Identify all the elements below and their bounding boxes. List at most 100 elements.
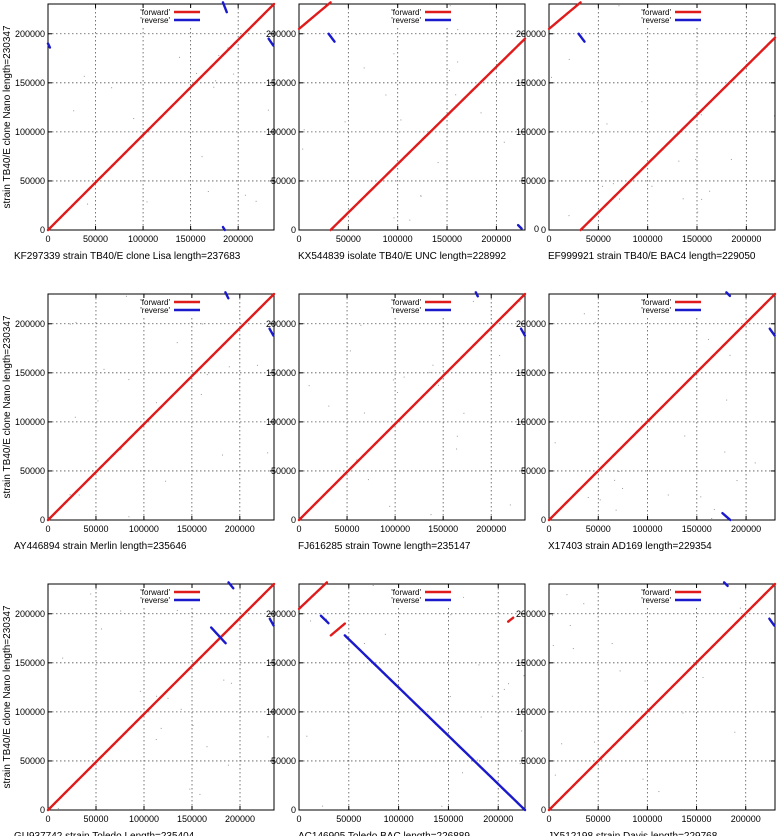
noise-dot bbox=[73, 110, 75, 112]
noise-dot bbox=[429, 372, 431, 374]
legend-label-reverse: 'reverse' bbox=[641, 596, 671, 605]
y-tick-label: 100000 bbox=[15, 707, 45, 717]
noise-dot bbox=[349, 350, 351, 352]
noise-dot bbox=[618, 471, 620, 473]
x-axis-label: KF297339 strain TB40/E clone Lisa length… bbox=[14, 251, 241, 262]
y-tick-label: 0 bbox=[541, 515, 546, 525]
noise-dot bbox=[363, 642, 365, 644]
x-tick-label: 200000 bbox=[483, 814, 513, 824]
forward-alignment-segment bbox=[506, 616, 515, 623]
plot-frame bbox=[298, 293, 526, 521]
x-tick-label: 50000 bbox=[83, 524, 108, 534]
y-tick-label: 150000 bbox=[266, 78, 296, 88]
x-tick-label: 0 bbox=[45, 814, 50, 824]
dotplot-panel: 0 50000 100000 150000 200000 0 50000 100000 1500… bbox=[14, 581, 276, 836]
noise-dot bbox=[612, 183, 614, 185]
noise-dot bbox=[651, 185, 653, 187]
noise-dot bbox=[142, 100, 144, 102]
x-tick-label: 200000 bbox=[225, 814, 255, 824]
x-tick-label: 100000 bbox=[384, 814, 414, 824]
noise-dot bbox=[400, 119, 402, 121]
noise-dot bbox=[614, 479, 616, 481]
x-tick-label: 200000 bbox=[476, 524, 506, 534]
legend-label-forward: 'forward' bbox=[140, 8, 170, 17]
noise-dot bbox=[773, 115, 775, 117]
y-tick-label: 100000 bbox=[15, 127, 45, 137]
noise-dot bbox=[328, 405, 330, 407]
x-tick-label: 50000 bbox=[83, 234, 108, 244]
plot-frame bbox=[298, 3, 526, 231]
y-tick-label: 50000 bbox=[20, 176, 45, 186]
noise-dot bbox=[739, 607, 741, 609]
x-tick-label: 200000 bbox=[731, 234, 761, 244]
noise-dot bbox=[615, 509, 617, 511]
x-tick-label: 100000 bbox=[129, 524, 159, 534]
x-tick-label: 0 bbox=[45, 524, 50, 534]
noise-dot bbox=[697, 211, 699, 213]
x-tick-label: 100000 bbox=[129, 814, 159, 824]
noise-dot bbox=[207, 191, 209, 193]
y-axis-label: strain TB40/E clone Nano length=230347 bbox=[2, 315, 13, 498]
noise-dot bbox=[69, 494, 71, 496]
dotplot-panel: 0 50000 100000 150000 200000 0 50000 100000 1500… bbox=[516, 581, 777, 836]
noise-dot bbox=[658, 791, 660, 793]
noise-dot bbox=[355, 34, 357, 36]
x-tick-label: 50000 bbox=[336, 814, 361, 824]
x-tick-label: 0 bbox=[546, 524, 551, 534]
reverse-alignment-segment bbox=[516, 223, 524, 231]
y-tick-label: 100000 bbox=[266, 707, 296, 717]
noise-dot bbox=[554, 442, 556, 444]
noise-dot bbox=[103, 368, 105, 370]
noise-dot bbox=[462, 772, 464, 774]
noise-dot bbox=[199, 793, 201, 795]
legend-label-reverse: 'reverse' bbox=[140, 596, 170, 605]
y-tick-label: 0 bbox=[40, 515, 45, 525]
noise-dot bbox=[462, 596, 464, 598]
noise-dot bbox=[726, 399, 728, 401]
reverse-alignment-segment bbox=[221, 1, 228, 14]
noise-dot bbox=[176, 342, 178, 344]
y-tick-label: 50000 bbox=[271, 466, 296, 476]
x-tick-label: 150000 bbox=[682, 814, 712, 824]
y-tick-label: 50000 bbox=[521, 466, 546, 476]
noise-dot bbox=[267, 109, 269, 111]
dotplot-panel: 0 50000 100000 150000 200000 0 50000 100000 1500… bbox=[516, 1, 777, 262]
dotplot-panel: 0 50000 100000 150000 200000 0 50000 100000 1500… bbox=[14, 291, 276, 552]
y-tick-label: 150000 bbox=[516, 658, 546, 668]
legend-label-reverse: 'reverse' bbox=[391, 16, 421, 25]
noise-dot bbox=[363, 67, 365, 69]
noise-dot bbox=[196, 72, 198, 74]
noise-dot bbox=[754, 462, 756, 464]
x-tick-label: 150000 bbox=[432, 234, 462, 244]
x-axis-label: KX544839 isolate TB40/E UNC length=22899… bbox=[298, 251, 506, 262]
legend-label-forward: 'forward' bbox=[641, 588, 671, 597]
y-tick-label: 50000 bbox=[521, 176, 546, 186]
forward-alignment-segment bbox=[297, 581, 329, 611]
noise-dot bbox=[472, 300, 474, 302]
reverse-alignment-segment bbox=[474, 291, 479, 298]
noise-dot bbox=[568, 58, 570, 60]
y-tick-label: 150000 bbox=[516, 78, 546, 88]
y-tick-label: 0 bbox=[541, 225, 546, 235]
y-tick-label: 100000 bbox=[266, 127, 296, 137]
forward-alignment-segment bbox=[329, 37, 527, 232]
x-tick-label: 50000 bbox=[586, 814, 611, 824]
y-tick-label: 200000 bbox=[516, 29, 546, 39]
x-axis-label: AC146905 Toledo BAC length=226889 bbox=[298, 831, 470, 836]
noise-dot bbox=[519, 301, 521, 303]
legend-label-forward: 'forward' bbox=[391, 298, 421, 307]
x-axis-label: EF999921 strain TB40/E BAC4 length=22905… bbox=[548, 251, 756, 262]
y-tick-label: 150000 bbox=[266, 658, 296, 668]
x-tick-label: 0 bbox=[546, 814, 551, 824]
dotplot-panel: 0 50000 100000 150000 200000 0 50000 100000 1500… bbox=[516, 291, 777, 552]
noise-dot bbox=[306, 735, 308, 737]
noise-dot bbox=[682, 712, 684, 714]
forward-alignment-segment bbox=[46, 582, 276, 812]
noise-dot bbox=[69, 323, 71, 325]
reverse-alignment-segment bbox=[768, 327, 776, 337]
noise-dot bbox=[449, 696, 451, 698]
y-tick-label: 150000 bbox=[15, 658, 45, 668]
noise-dot bbox=[155, 402, 157, 404]
x-tick-label: 0 bbox=[45, 234, 50, 244]
forward-alignment-segment bbox=[547, 1, 582, 31]
